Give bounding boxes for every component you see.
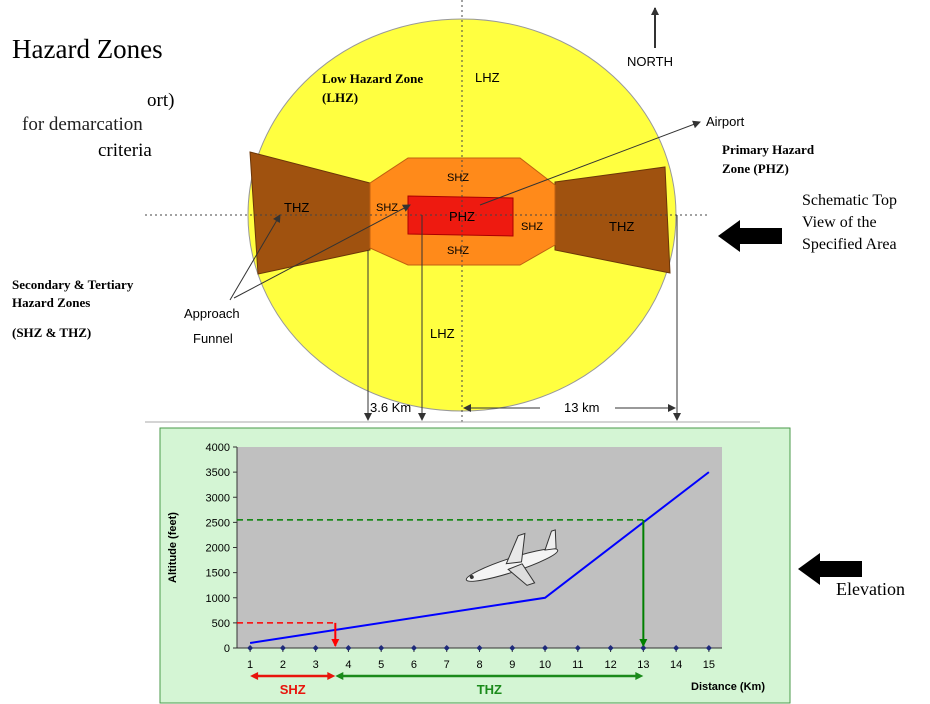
schematic-label: View of the [802, 214, 877, 231]
secondary-label: (SHZ & THZ) [12, 325, 91, 340]
zone-label: SHZ [447, 245, 469, 257]
schematic-label: Schematic Top [802, 192, 897, 209]
x-tick-label: 12 [604, 659, 616, 671]
lhz-label: Low Hazard Zone [322, 71, 423, 86]
y-tick-label: 4000 [206, 442, 230, 454]
zone-label: SHZ [376, 202, 398, 214]
zone-label: SHZ [447, 172, 469, 184]
x-tick-label: 2 [280, 659, 286, 671]
airport-label: Airport [706, 114, 745, 129]
pointer-arrow [718, 220, 782, 252]
y-tick-label: 0 [224, 643, 230, 655]
x-tick-label: 15 [703, 659, 715, 671]
subtitle: criteria [98, 140, 152, 161]
zone-label: PHZ [449, 209, 475, 224]
x-tick-label: 14 [670, 659, 682, 671]
x-tick-label: 3 [313, 659, 319, 671]
north-label: NORTH [627, 54, 673, 69]
title: Hazard Zones [12, 34, 163, 64]
x-tick-label: 11 [572, 659, 583, 671]
y-tick-label: 2500 [206, 517, 230, 529]
x-tick-label: 6 [411, 659, 417, 671]
schematic-label: Specified Area [802, 236, 897, 253]
x-tick-label: 1 [247, 659, 253, 671]
zone-label: SHZ [280, 682, 306, 697]
subtitle: for demarcation [22, 114, 143, 135]
x-tick-label: 10 [539, 659, 551, 671]
zone-label: THZ [284, 200, 309, 215]
y-tick-label: 3000 [206, 492, 230, 504]
phz-label: Primary Hazard [722, 142, 815, 157]
y-tick-label: 3500 [206, 467, 230, 479]
phz-label: Zone (PHZ) [722, 161, 789, 176]
secondary-label: Secondary & Tertiary [12, 277, 134, 292]
elevation-label: Elevation [836, 579, 905, 599]
x-tick-label: 9 [509, 659, 515, 671]
approach-label: Approach [184, 306, 240, 321]
zone-label: THZ [609, 219, 634, 234]
plot-area [237, 447, 722, 648]
dist-label: 13 km [564, 400, 599, 415]
y-tick-label: 500 [212, 618, 230, 630]
y-axis-label: Altitude (feet) [167, 512, 179, 583]
page: Hazard Zones ort) for demarcation criter… [0, 0, 930, 704]
x-tick-label: 8 [476, 659, 482, 671]
x-axis-label: Distance (Km) [691, 681, 765, 693]
x-tick-label: 13 [637, 659, 649, 671]
y-tick-label: 1500 [206, 568, 230, 580]
x-tick-label: 4 [345, 659, 351, 671]
x-tick-label: 5 [378, 659, 384, 671]
dist-label: 3.6 Km [370, 400, 411, 415]
lhz-label: (LHZ) [322, 90, 358, 105]
zone-label: LHZ [475, 70, 500, 85]
y-tick-label: 2000 [206, 543, 230, 555]
y-tick-label: 1000 [206, 593, 230, 605]
secondary-label: Hazard Zones [12, 295, 90, 310]
zone-label: THZ [477, 682, 502, 697]
subtitle: ort) [147, 90, 174, 111]
zone-label: SHZ [521, 221, 543, 233]
x-tick-label: 7 [444, 659, 450, 671]
approach-label: Funnel [193, 331, 233, 346]
zone-label: LHZ [430, 326, 455, 341]
